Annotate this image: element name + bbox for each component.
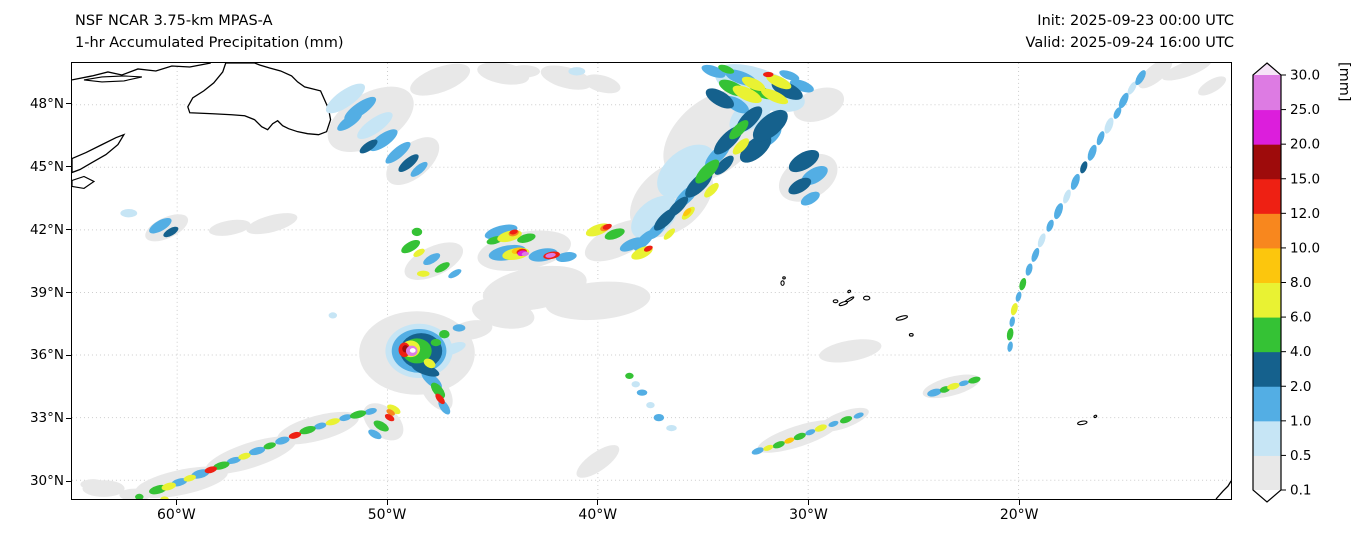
x-tick-label: 20°W [999,507,1039,523]
north-shore-land [72,63,211,80]
island-outline [83,75,142,83]
x-tick-label: 30°W [789,507,828,523]
colorbar-tick-label: 0.5 [1290,448,1311,464]
nova-scotia-coastline-2 [72,175,96,190]
y-tick-mark [66,417,71,419]
y-tick-mark [66,229,71,231]
colorbar-tick-label: 10.0 [1290,240,1320,256]
colorbar-tick-label: 0.1 [1290,483,1311,499]
colorbar-tick-label: 2.0 [1290,379,1311,395]
y-tick-label: 33°N [29,410,64,427]
y-tick-mark [66,166,71,168]
time-block: Init: 2025-09-23 00:00 UTC Valid: 2025-0… [1026,10,1234,54]
colorbar-tick-label: 4.0 [1290,344,1311,360]
y-tick-label: 30°N [29,473,64,490]
colorbar-tick-label: 15.0 [1290,171,1320,187]
north-shore-coastline [72,63,211,81]
precipitation-map [72,63,1231,499]
y-tick-mark [66,480,71,482]
precipitation-cells [80,63,1227,499]
coastlines [72,63,1231,499]
x-tick-mark [386,500,388,505]
x-tick-label: 50°W [367,507,407,523]
x-tick-mark [807,500,809,505]
x-tick-mark [175,500,177,505]
y-tick-label: 42°N [29,221,64,238]
product-title: 1-hr Accumulated Precipitation (mm) [75,35,344,51]
grid-lines [72,63,1231,499]
title-block: NSF NCAR 3.75-km MPAS-A 1-hr Accumulated… [75,10,343,54]
y-tick-mark [66,103,71,105]
colorbar-unit-label: [mm] [1336,62,1352,102]
colorbar: 0.1 0.5 1.0 2.0 4.0 6.0 8.0 10.0 12.0 15.0 20.0 25.… [1252,62,1320,503]
azores-madeira-islands [780,276,1098,426]
colorbar-tick-label: 20.0 [1290,137,1320,153]
y-tick-label: 45°N [29,158,64,175]
model-title: NSF NCAR 3.75-km MPAS-A [75,13,273,29]
colorbar-tick-label: 8.0 [1290,275,1311,291]
x-tick-mark [597,500,599,505]
map-plot-area [71,62,1232,500]
newfoundland-coastline [187,63,332,136]
morocco-coastline [1215,480,1231,499]
nova-scotia-coastline [72,133,126,174]
y-tick-mark [66,354,71,356]
colorbar-tick-label: 1.0 [1290,413,1311,429]
y-tick-mark [66,292,71,294]
x-tick-mark [1018,500,1020,505]
colorbar-tick-label: 30.0 [1290,68,1320,84]
colorbar-tick-label: 25.0 [1290,102,1320,118]
x-tick-label: 40°W [578,507,618,523]
init-time-label: Init: 2025-09-23 00:00 UTC [1037,13,1234,29]
colorbar-tick-label: 12.0 [1290,206,1320,222]
colorbar-tick-label: 6.0 [1290,310,1311,326]
y-tick-label: 36°N [29,347,64,364]
y-tick-label: 48°N [29,95,64,112]
y-tick-label: 39°N [29,284,64,301]
x-tick-label: 60°W [157,507,196,523]
valid-time-label: Valid: 2025-09-24 16:00 UTC [1025,35,1234,51]
